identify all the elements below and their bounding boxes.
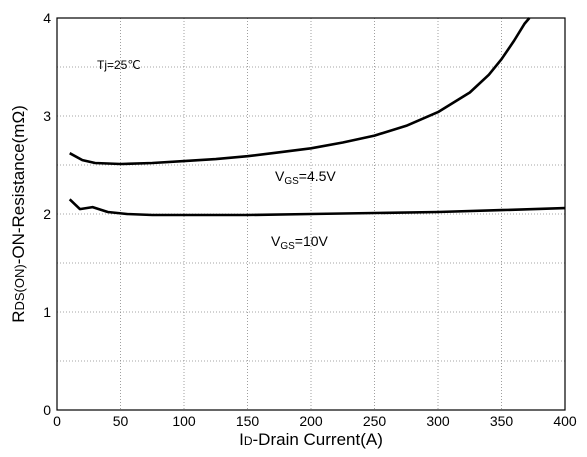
x-axis-title-main: I [239,430,244,449]
series-label-vgs-10v: VGS=10V [271,233,329,252]
y-tick-label: 0 [43,402,51,418]
y-axis-title-main: R [9,311,28,323]
y-tick-label: 2 [43,206,51,222]
series-label-sub: GS [280,241,295,252]
y-axis-title-rest: -ON-Resistance(mΩ) [9,105,28,264]
x-axis-title: ID-Drain Current(A) [239,430,383,449]
series-label-main: V [271,233,281,249]
y-axis-title: RDS(ON)-ON-Resistance(mΩ) [9,105,28,323]
x-tick-label: 0 [53,413,61,429]
x-tick-label: 200 [299,413,323,429]
series-line-0 [69,17,531,166]
series-layer [68,17,566,217]
series-label-sub: GS [284,176,299,187]
x-axis-title-rest: -Drain Current(A) [253,430,383,449]
y-tick-label: 4 [43,10,51,26]
series-label-main: V [275,168,285,184]
x-axis-title-sub: D [244,434,253,448]
x-tick-label: 350 [490,413,514,429]
temperature-annotation: Tj=25℃ [97,58,141,72]
x-tick-label: 400 [553,413,577,429]
series-line-1 [68,198,566,217]
tick-labels: 0 50 100 150 200 250 300 350 400 0 1 2 3 4 [43,10,577,429]
x-tick-label: 50 [113,413,129,429]
x-tick-label: 100 [172,413,196,429]
y-axis-title-sub: DS(ON) [12,264,27,310]
x-tick-label: 150 [236,413,260,429]
x-tick-label: 250 [363,413,387,429]
series-label-rest: =4.5V [299,168,337,184]
plot-frame [56,17,566,411]
series-label-rest: =10V [295,233,329,249]
x-tick-label: 300 [426,413,450,429]
y-tick-label: 1 [43,304,51,320]
series-label-vgs-4.5v: VGS=4.5V [275,168,336,187]
y-tick-label: 3 [43,108,51,124]
